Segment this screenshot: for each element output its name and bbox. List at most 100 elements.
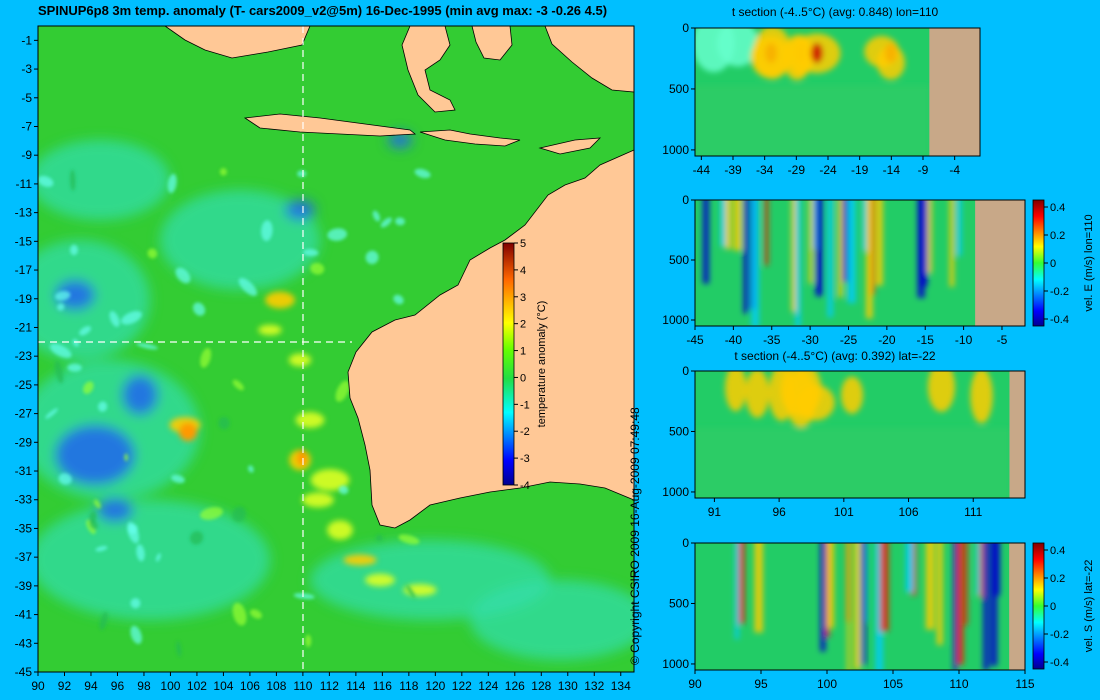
map-cold-patch xyxy=(97,498,133,522)
section-warm-core xyxy=(695,28,735,73)
section-velocity-band xyxy=(820,543,826,652)
section-lat22-temperature: t section (-4..5°C) (avg: 0.392) lat=-22… xyxy=(662,349,1026,519)
map-eddy xyxy=(176,641,182,657)
map-eddy xyxy=(136,342,158,350)
map-eddy xyxy=(93,499,101,509)
section-deep-layer xyxy=(695,85,930,156)
map-eddy xyxy=(97,401,108,412)
section-velocity-band xyxy=(738,543,745,624)
map-colorbar-ticks: -4 -3 -2 -1 0 1 2 3 4 5 xyxy=(514,238,530,492)
section-x-tick-label: -20 xyxy=(878,333,896,347)
map-y-tick-label: -17 xyxy=(15,263,33,277)
map-x-tick-label: 108 xyxy=(266,679,286,693)
map-eddy xyxy=(327,228,348,241)
section-warm-core xyxy=(768,371,795,421)
section-velocity-band xyxy=(751,200,759,326)
map-y-tick-label: -19 xyxy=(15,292,33,306)
section-x-tick-label: 105 xyxy=(883,677,903,691)
map-y-tick-label: -23 xyxy=(15,349,33,363)
sulawesi-land xyxy=(401,25,456,113)
section-velocity-band xyxy=(992,543,1001,596)
section-warm-core xyxy=(864,36,900,68)
map-x-tick-label: 132 xyxy=(584,679,604,693)
map-y-tick-label: -37 xyxy=(15,550,33,564)
section-x-tick-label: -25 xyxy=(840,333,858,347)
java-land xyxy=(243,113,417,137)
section-velocity-band xyxy=(809,200,819,250)
map-y-tick-label: -9 xyxy=(21,148,32,162)
velocity-colorbar-tick-label: -0.2 xyxy=(1050,286,1069,298)
map-colorbar-tick-label: 0 xyxy=(520,372,526,384)
map-colorbar-tick-label: -1 xyxy=(520,399,530,411)
section-2-plot: -45 -40 -35 -30 -25 -20 -15 -10 -5 0 500 1000 xyxy=(662,193,1026,347)
map-eddy xyxy=(231,506,247,523)
map-y-tick-label: -31 xyxy=(15,464,33,478)
section-x-tick-label: 91 xyxy=(708,505,722,519)
section-y-tick-label: 500 xyxy=(669,253,689,267)
section-warm-core xyxy=(725,371,747,412)
map-eddy xyxy=(130,625,142,645)
section-x-tick-label: -14 xyxy=(883,163,901,177)
map-eddy xyxy=(406,584,416,599)
section-4-colorbar xyxy=(1032,542,1045,670)
section-frame xyxy=(694,27,981,157)
section-deep-layer xyxy=(695,428,1010,498)
map-warm-filament xyxy=(265,291,295,309)
map-x-tick-label: 90 xyxy=(31,679,45,693)
map-eddy xyxy=(79,326,92,336)
section-x-tick-label: 90 xyxy=(688,677,702,691)
section-velocity-band xyxy=(990,543,998,666)
section-velocity-band xyxy=(956,543,964,665)
section-velocity-band xyxy=(964,543,968,626)
section-velocity-band xyxy=(925,543,935,630)
section-4-plot: 90 95 100 105 110 115 0 500 1000 xyxy=(662,536,1035,691)
map-y-axis: -1 -3 -5 -7 -9 -11 -13 -15 -17 -19 -21 -23 -25 -27 -29… xyxy=(15,33,38,679)
section-y-tick-label: 1000 xyxy=(662,313,689,327)
map-y-tick-label: -39 xyxy=(15,579,33,593)
map-eddy xyxy=(171,474,185,484)
map-eddy xyxy=(121,310,142,325)
section-velocity-band xyxy=(791,200,799,312)
section-land xyxy=(1009,371,1025,498)
map-warm-patch xyxy=(179,423,197,441)
section-velocity-band xyxy=(733,200,742,251)
map-colorbar-tick-label: -4 xyxy=(520,480,530,492)
australia-land xyxy=(347,149,635,529)
map-eddy xyxy=(247,465,254,473)
section-velocity-band xyxy=(983,543,989,670)
section-velocity-band xyxy=(976,543,981,596)
section-x-tick-label: 110 xyxy=(949,677,968,691)
velocity-colorbar-tick-label: 0.4 xyxy=(1050,545,1065,557)
section-velocity-band xyxy=(879,543,889,632)
map-eddy xyxy=(67,363,82,372)
map-y-tick-label: -11 xyxy=(16,177,33,191)
velocity-colorbar-tick-label: 0.4 xyxy=(1050,202,1065,214)
section-x-tick-label: -10 xyxy=(955,333,973,347)
map-eddy xyxy=(395,217,406,226)
map-eddy xyxy=(297,170,307,178)
figure-title: SPINUP6p8 3m temp. anomaly (T- cars2009_… xyxy=(38,3,608,18)
section-y-tick-label: 1000 xyxy=(662,657,689,671)
section-velocity-band xyxy=(875,200,883,286)
map-cold-patch xyxy=(285,200,315,220)
section-land xyxy=(1009,543,1025,670)
map-x-tick-label: 100 xyxy=(160,679,180,693)
map-cold-patch xyxy=(122,375,158,415)
section-velocity-band xyxy=(865,200,873,319)
map-x-tick-label: 98 xyxy=(137,679,151,693)
map-warm-filament xyxy=(302,492,334,508)
temperature-anomaly-map: 90 92 94 96 98 100 102 104 106 108 110 112 114 116 118… xyxy=(15,25,635,693)
lesser-sunda-land xyxy=(419,129,521,147)
map-y-tick-label: -45 xyxy=(15,665,33,679)
section-x-tick-label: -30 xyxy=(801,333,819,347)
map-eddy xyxy=(219,168,227,176)
map-y-tick-label: -29 xyxy=(15,435,33,449)
map-eddy xyxy=(136,544,145,562)
section-x-tick-label: -29 xyxy=(788,163,806,177)
map-eddy xyxy=(414,168,431,179)
map-cool-region xyxy=(38,240,150,360)
velocity-colorbar-tick-label: 0 xyxy=(1050,258,1056,270)
map-x-tick-label: 104 xyxy=(213,679,233,693)
section-4-colorbar-ticks: -0.4 -0.2 0 0.2 0.4 xyxy=(1044,545,1069,669)
map-y-tick-label: -3 xyxy=(21,62,32,76)
